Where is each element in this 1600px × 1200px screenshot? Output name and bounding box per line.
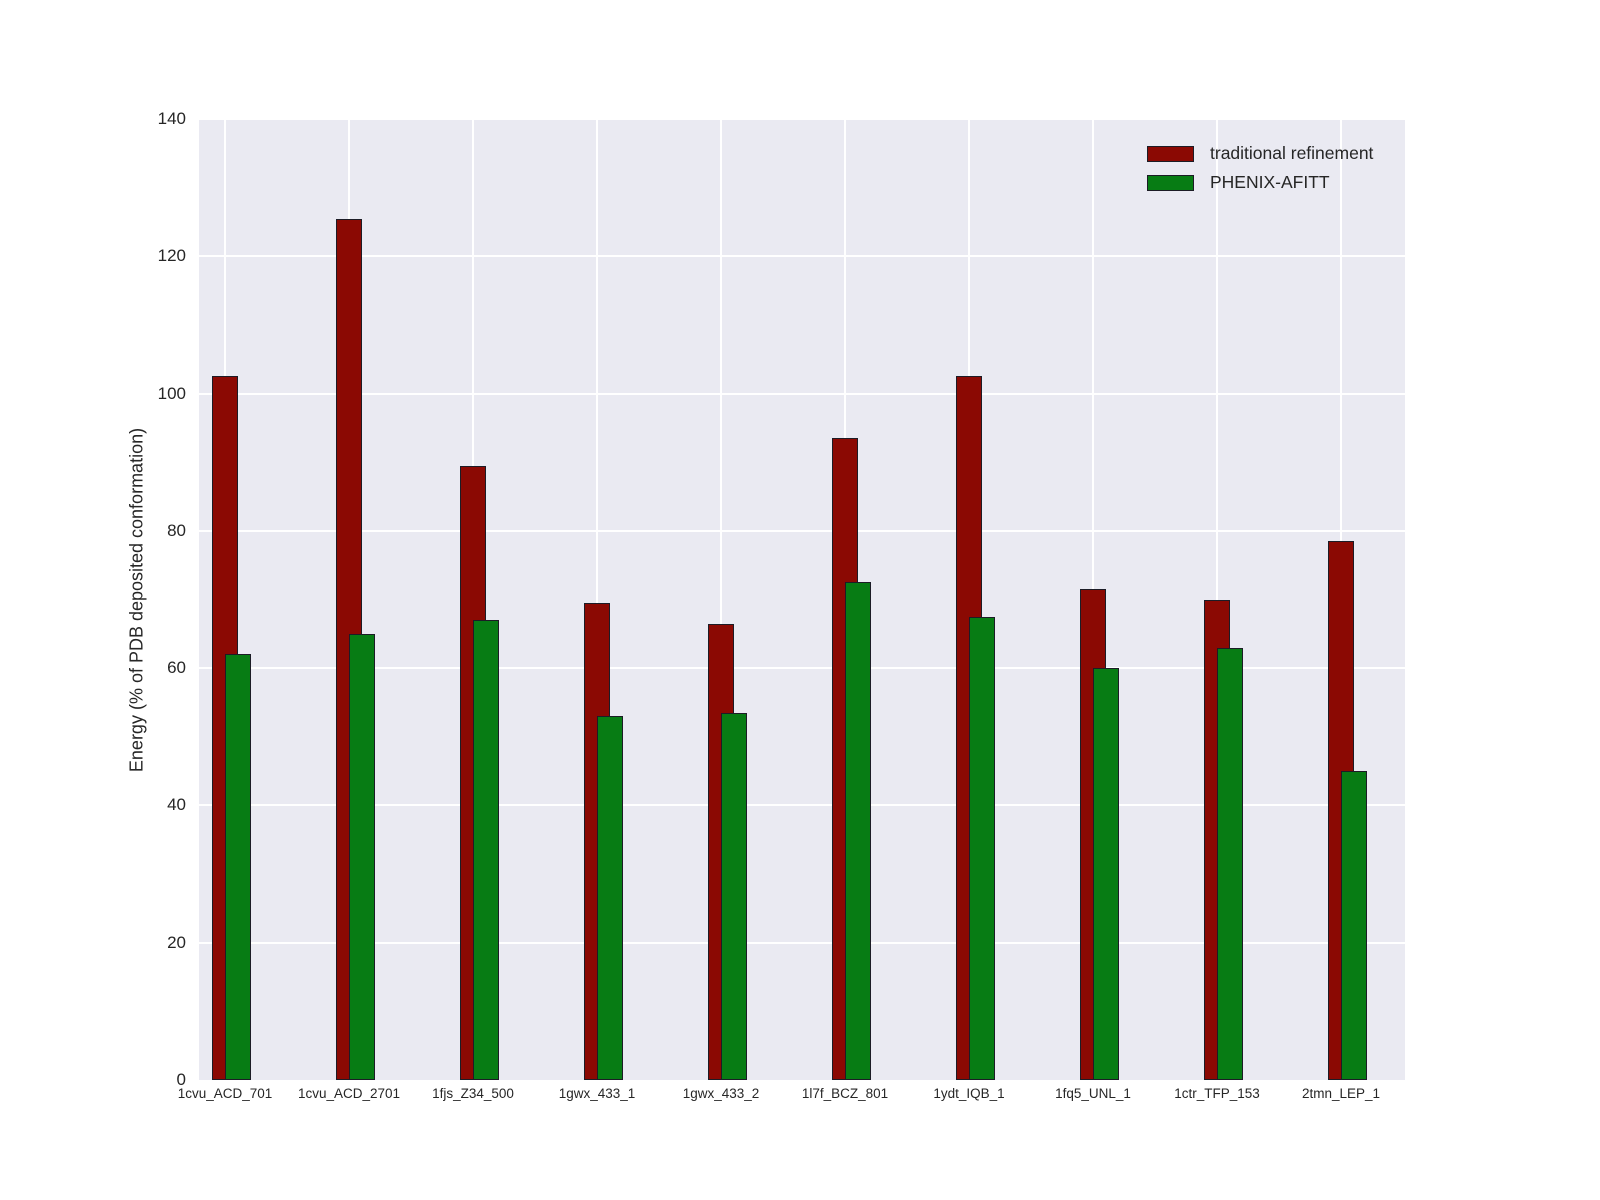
bar-afitt-1fq5_UNL_1	[1093, 668, 1119, 1080]
x-tick-label-6: 1ydt_IQB_1	[933, 1086, 1005, 1101]
gridline-y-120	[199, 255, 1405, 258]
y-tick-label-100: 100	[157, 383, 186, 403]
gridline-x-3	[596, 119, 598, 1080]
gridline-y-100	[199, 392, 1405, 395]
gridline-y-20	[199, 941, 1405, 944]
plot-area: traditional refinement PHENIX-AFITT	[199, 118, 1405, 1080]
bar-afitt-1cvu_ACD_701	[225, 654, 251, 1080]
x-tick-label-0: 1cvu_ACD_701	[177, 1086, 273, 1101]
y-tick-label-120: 120	[157, 246, 186, 266]
gridline-y-40	[199, 804, 1405, 807]
gridline-x-4	[720, 119, 722, 1080]
x-tick-label-7: 1fq5_UNL_1	[1055, 1086, 1131, 1101]
y-tick-label-140: 140	[157, 109, 186, 128]
y-tick-label-0: 0	[176, 1070, 186, 1089]
y-axis-title: Energy (% of PDB deposited conformation)	[126, 427, 147, 773]
bar-afitt-1fjs_Z34_500	[473, 620, 499, 1080]
x-tick-label-8: 1ctr_TFP_153	[1174, 1086, 1260, 1101]
gridline-y-80	[199, 529, 1405, 532]
bar-afitt-2tmn_LEP_1	[1341, 771, 1367, 1080]
bar-afitt-1ctr_TFP_153	[1217, 647, 1243, 1080]
legend-label-phenix-afitt: PHENIX-AFITT	[1210, 172, 1330, 192]
legend-label-traditional-refinement: traditional refinement	[1210, 143, 1374, 163]
gridline-y-140	[199, 118, 1405, 120]
legend: traditional refinement PHENIX-AFITT	[1147, 139, 1373, 197]
y-tick-label-20: 20	[167, 932, 186, 952]
bar-afitt-1cvu_ACD_2701	[349, 633, 375, 1080]
x-tick-label-4: 1gwx_433_2	[682, 1086, 760, 1101]
bar-afitt-1gwx_433_2	[721, 712, 747, 1080]
x-tick-label-2: 1fjs_Z34_500	[432, 1086, 514, 1101]
legend-swatch-traditional-refinement	[1147, 145, 1194, 162]
y-tick-label-60: 60	[167, 658, 186, 678]
legend-item-phenix-afitt: PHENIX-AFITT	[1147, 168, 1373, 197]
x-tick-label-1: 1cvu_ACD_2701	[297, 1086, 401, 1101]
legend-item-traditional-refinement: traditional refinement	[1147, 139, 1373, 168]
x-tick-label-3: 1gwx_433_1	[558, 1086, 636, 1101]
bar-afitt-1ydt_IQB_1	[969, 616, 995, 1080]
x-tick-label-5: 1l7f_BCZ_801	[801, 1086, 889, 1101]
y-tick-label-80: 80	[167, 520, 186, 540]
legend-swatch-phenix-afitt	[1147, 174, 1194, 191]
bar-afitt-1gwx_433_1	[597, 716, 623, 1080]
bar-afitt-1l7f_BCZ_801	[845, 582, 871, 1080]
x-tick-label-9: 2tmn_LEP_1	[1301, 1086, 1381, 1101]
y-tick-label-40: 40	[167, 795, 186, 815]
gridline-y-60	[199, 667, 1405, 670]
